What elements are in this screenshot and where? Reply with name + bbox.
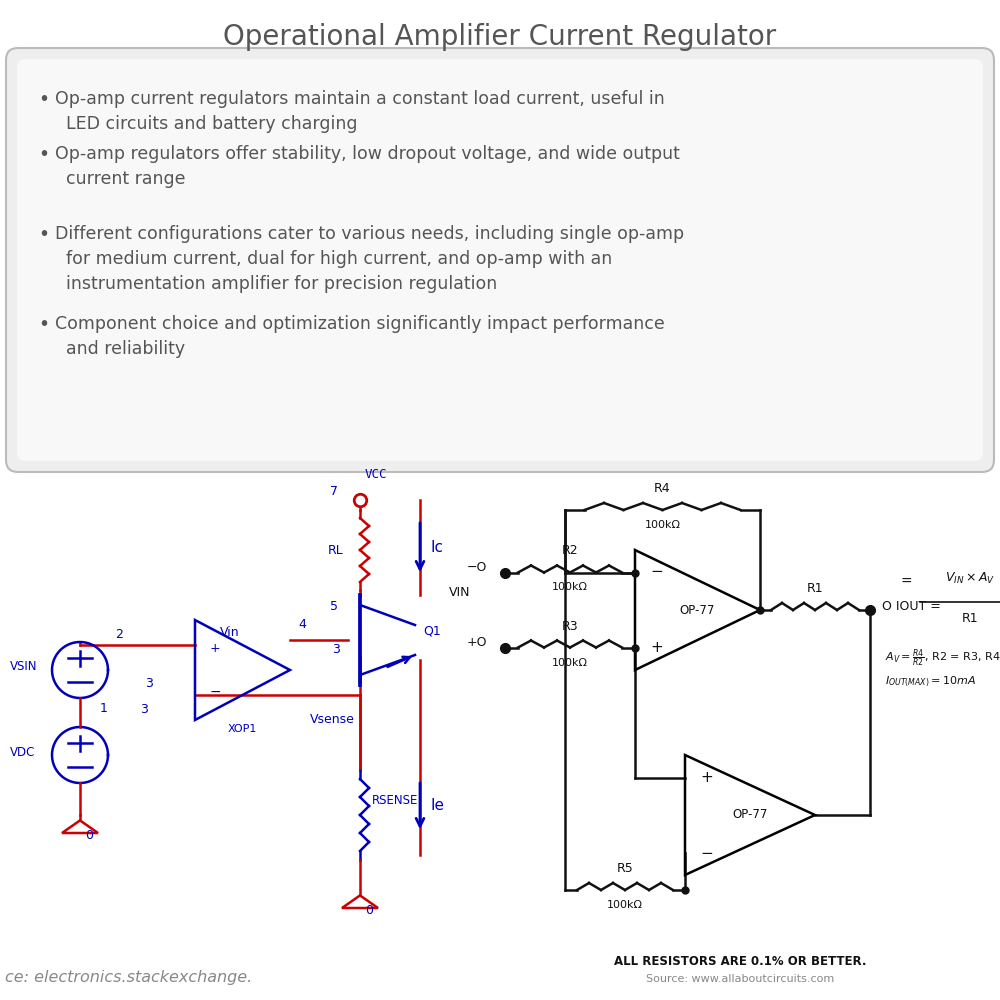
Text: Operational Amplifier Current Regulator: Operational Amplifier Current Regulator bbox=[223, 23, 777, 51]
Text: VDC: VDC bbox=[10, 746, 35, 758]
Text: ALL RESISTORS ARE 0.1% OR BETTER.: ALL RESISTORS ARE 0.1% OR BETTER. bbox=[614, 955, 866, 968]
Text: OP-77: OP-77 bbox=[680, 603, 715, 616]
FancyBboxPatch shape bbox=[17, 59, 983, 461]
Text: 100kΩ: 100kΩ bbox=[552, 582, 588, 592]
Text: 0: 0 bbox=[85, 829, 93, 842]
Text: •: • bbox=[38, 90, 49, 109]
Text: 100kΩ: 100kΩ bbox=[644, 520, 680, 530]
Text: ce: electronics.stackexchange.: ce: electronics.stackexchange. bbox=[5, 970, 252, 985]
Text: RSENSE: RSENSE bbox=[372, 794, 418, 806]
Text: $A_V = \frac{R4}{R2}$, R2 = R3, R4 = R5: $A_V = \frac{R4}{R2}$, R2 = R3, R4 = R5 bbox=[885, 648, 1000, 669]
Text: +: + bbox=[700, 770, 713, 784]
Text: R4: R4 bbox=[654, 482, 671, 495]
Text: 100kΩ: 100kΩ bbox=[552, 658, 588, 668]
Text: Op-amp regulators offer stability, low dropout voltage, and wide output
  curren: Op-amp regulators offer stability, low d… bbox=[55, 145, 680, 188]
Text: R5: R5 bbox=[617, 862, 633, 875]
FancyBboxPatch shape bbox=[6, 48, 994, 472]
Text: =: = bbox=[900, 575, 912, 589]
Text: −: − bbox=[650, 564, 663, 580]
Text: +: + bbox=[210, 642, 221, 654]
Text: •: • bbox=[38, 225, 49, 244]
Text: Ie: Ie bbox=[430, 798, 444, 814]
Text: Different configurations cater to various needs, including single op-amp
  for m: Different configurations cater to variou… bbox=[55, 225, 684, 293]
Text: RL: RL bbox=[328, 544, 344, 556]
Text: +O: +O bbox=[466, 636, 487, 649]
Text: VIN: VIN bbox=[448, 586, 470, 599]
Text: $V_{IN} \times A_V$: $V_{IN} \times A_V$ bbox=[945, 571, 995, 586]
Text: •: • bbox=[38, 315, 49, 334]
Text: −: − bbox=[210, 685, 222, 699]
Text: R1: R1 bbox=[962, 612, 978, 625]
Text: VSIN: VSIN bbox=[10, 660, 38, 674]
Text: R1: R1 bbox=[807, 582, 823, 595]
Text: 5: 5 bbox=[330, 600, 338, 613]
Text: −: − bbox=[700, 846, 713, 860]
Text: 1: 1 bbox=[100, 702, 108, 716]
Text: 3: 3 bbox=[145, 677, 153, 690]
Text: 7: 7 bbox=[330, 485, 338, 498]
Text: •: • bbox=[38, 145, 49, 164]
Text: R3: R3 bbox=[562, 619, 578, 633]
Text: +: + bbox=[650, 641, 663, 656]
Text: XOP1: XOP1 bbox=[228, 724, 257, 734]
Text: 0: 0 bbox=[365, 904, 373, 917]
Text: 100kΩ: 100kΩ bbox=[607, 900, 643, 910]
Text: VCC: VCC bbox=[365, 468, 388, 481]
Text: Op-amp current regulators maintain a constant load current, useful in
  LED circ: Op-amp current regulators maintain a con… bbox=[55, 90, 665, 133]
Text: 3: 3 bbox=[140, 703, 148, 716]
Text: Vsense: Vsense bbox=[310, 713, 355, 726]
Text: OP-77: OP-77 bbox=[732, 808, 768, 822]
Text: Component choice and optimization significantly impact performance
  and reliabi: Component choice and optimization signif… bbox=[55, 315, 665, 358]
Text: R2: R2 bbox=[562, 544, 578, 558]
Text: Vin: Vin bbox=[220, 626, 240, 639]
Text: Ic: Ic bbox=[430, 540, 443, 556]
Text: −O: −O bbox=[467, 561, 487, 574]
Text: Q1: Q1 bbox=[423, 625, 441, 638]
Text: 4: 4 bbox=[298, 618, 306, 631]
Text: 3: 3 bbox=[332, 643, 340, 656]
Text: Source: www.allaboutcircuits.com: Source: www.allaboutcircuits.com bbox=[646, 974, 834, 984]
Text: 2: 2 bbox=[115, 628, 123, 641]
Text: O IOUT =: O IOUT = bbox=[882, 600, 941, 613]
Text: $I_{OUT(MAX)} = 10mA$: $I_{OUT(MAX)} = 10mA$ bbox=[885, 675, 976, 689]
